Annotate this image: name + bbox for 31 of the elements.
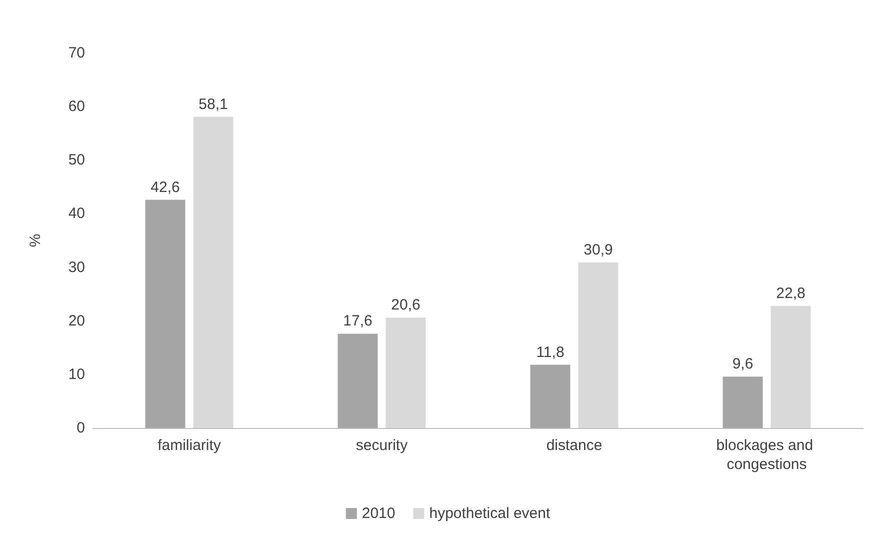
bar <box>722 376 763 428</box>
data-label: 9,6 <box>732 356 754 373</box>
bar <box>386 318 426 428</box>
data-label: 22,8 <box>776 284 806 302</box>
bar <box>530 364 570 428</box>
bar <box>338 334 378 428</box>
data-label: 30,9 <box>584 241 613 258</box>
bar <box>193 116 234 428</box>
y-tick-label: 60 <box>68 98 85 116</box>
y-axis-title: % <box>27 234 44 248</box>
y-tick-label: 50 <box>68 152 85 169</box>
legend-label: hypothetical event <box>429 505 551 522</box>
data-label: 42,6 <box>150 178 180 196</box>
y-tick-label: 20 <box>68 312 85 330</box>
x-tick-label: distance <box>546 437 602 454</box>
bar <box>145 200 186 428</box>
legend-label: 2010 <box>362 505 396 522</box>
x-tick-label: security <box>356 437 408 454</box>
y-tick-label: 10 <box>68 366 85 383</box>
data-label: 11,8 <box>536 344 564 361</box>
x-tick-label: familiarity <box>158 437 222 454</box>
y-tick-label: 30 <box>68 258 85 276</box>
data-label: 58,1 <box>198 96 228 113</box>
data-label: 20,6 <box>391 296 420 314</box>
y-tick-label: 40 <box>68 205 85 222</box>
bar <box>578 262 618 428</box>
x-tick-label: blockages and congestions <box>716 437 818 473</box>
bar <box>770 306 811 428</box>
y-tick-label: 0 <box>76 420 85 436</box>
data-label: 17,6 <box>343 312 372 330</box>
y-tick-label: 70 <box>68 44 85 62</box>
